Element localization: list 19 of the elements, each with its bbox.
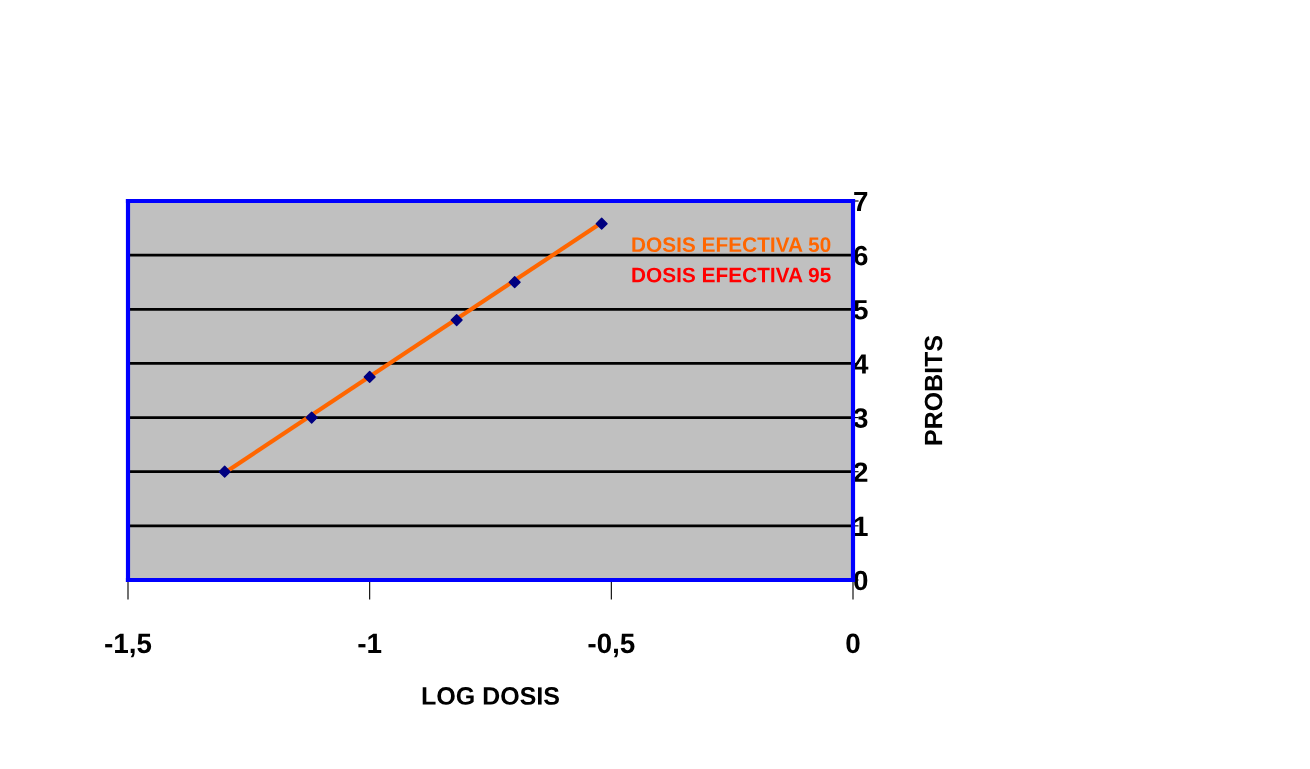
point — [305, 411, 318, 424]
x-tick-label: -1,5 — [105, 633, 152, 658]
x-axis-title: LOG DOSIS — [422, 687, 559, 705]
y-tick-label: 5 — [853, 300, 868, 320]
point — [595, 217, 608, 230]
point — [508, 276, 521, 289]
x-tick-label: -0,5 — [588, 633, 635, 658]
y-tick-label: 0 — [854, 570, 868, 591]
annotation: DOSIS EFECTIVA 95 — [632, 267, 831, 283]
point — [218, 465, 231, 478]
y-tick-label: 3 — [853, 408, 868, 428]
y-tick-label: 2 — [853, 462, 868, 482]
y-tick-label: 1 — [854, 516, 868, 536]
annotation: DOSIS EFECTIVA 50 — [632, 237, 831, 253]
y-tick-label: 7 — [854, 191, 868, 212]
x-tick-label: -1 — [358, 633, 382, 653]
y-axis-title: PROBITS — [924, 335, 943, 445]
point — [363, 370, 376, 384]
point — [450, 314, 463, 327]
